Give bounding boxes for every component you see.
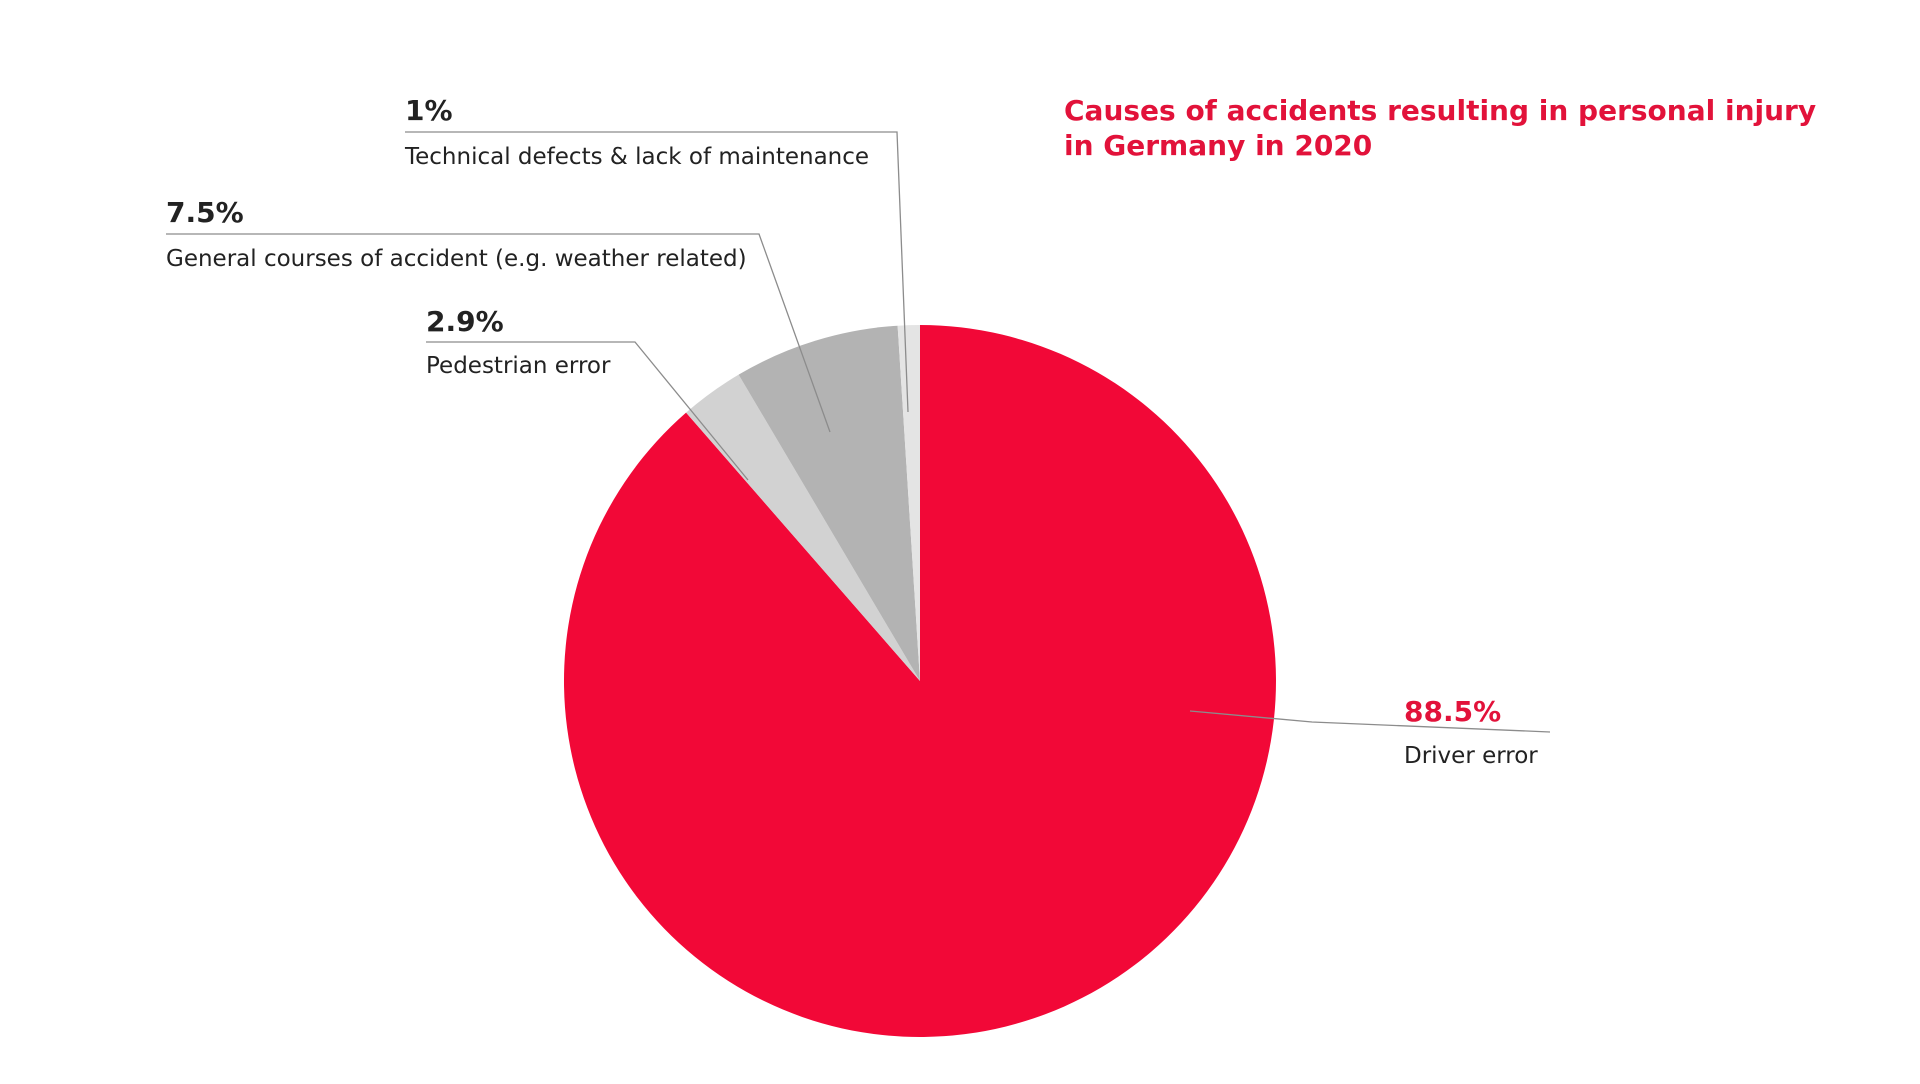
chart-title-line-1: Causes of accidents resulting in persona… [1064,94,1816,127]
chart-title-line-2: in Germany in 2020 [1064,129,1372,162]
slice-labels: 88.5% Driver error 2.9% Pedestrian error 7.5… [166,94,1538,769]
pie-slice-technical [897,324,920,681]
slice-value-driver: 88.5% [1404,695,1501,728]
pie-slice-driver [563,325,1276,1037]
slice-value-general: 7.5% [166,196,244,229]
slice-label-driver: Driver error [1404,743,1538,769]
leader-line-general [166,233,831,433]
slice-label-pedestrian: Pedestrian error [426,353,611,379]
leader-line-technical [405,131,909,413]
slice-value-pedestrian: 2.9% [426,305,504,338]
leader-lines [166,131,1551,733]
pie-slices [563,324,1276,1037]
slice-label-technical: Technical defects & lack of maintenance [404,144,869,170]
pie-slice-pedestrian [686,374,920,681]
slice-value-technical: 1% [405,94,453,127]
pie-slice-general [738,325,920,681]
leader-line-driver [1189,710,1551,733]
leader-line-pedestrian [426,341,749,481]
slice-label-general: General courses of accident (e.g. weathe… [166,246,747,272]
